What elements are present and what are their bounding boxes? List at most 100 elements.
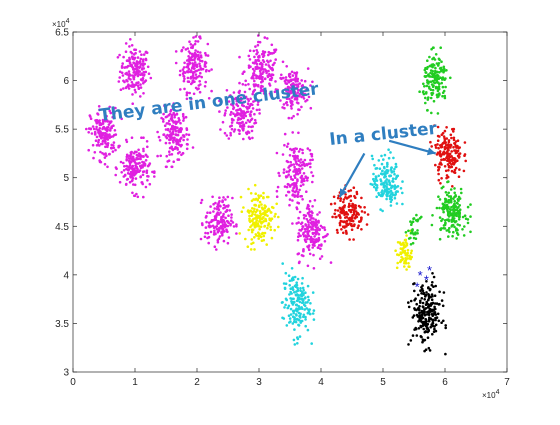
scatter-point-cluster-11 [277,226,280,229]
scatter-point-cluster-16 [444,165,447,168]
scatter-point-cluster-8 [291,149,294,152]
scatter-point-cluster-13 [285,272,288,275]
scatter-point-cluster-18 [444,198,447,201]
scatter-point-cluster-20 [429,349,432,352]
scatter-point-cluster-6 [185,116,188,119]
scatter-point-cluster-4 [242,138,245,141]
scatter-point-cluster-6 [178,128,181,131]
scatter-point-cluster-12 [394,249,397,252]
scatter-point-cluster-12 [405,234,408,237]
scatter-point-cluster-14 [376,167,379,170]
scatter-point-cluster-12 [396,267,399,270]
scatter-point-cluster-18 [453,226,456,229]
scatter-point-cluster-9 [224,224,227,227]
scatter-point-cluster-16 [443,151,446,154]
scatter-point-cluster-14 [386,165,389,168]
scatter-point-cluster-2 [262,56,265,59]
scatter-point-cluster-7 [141,181,144,184]
scatter-point-cluster-7 [139,158,142,161]
scatter-point-cluster-0 [137,69,140,72]
scatter-point-cluster-15 [337,209,340,212]
scatter-point-cluster-1 [182,46,185,49]
scatter-point-cluster-11 [268,223,271,226]
scatter-point-cluster-10 [315,233,318,236]
scatter-point-cluster-3 [296,71,299,74]
scatter-point-cluster-13 [301,301,304,304]
scatter-point-cluster-7 [146,179,149,182]
scatter-point-cluster-15 [345,232,348,235]
scatter-point-cluster-7 [120,171,123,174]
scatter-point-cluster-10 [311,246,314,249]
scatter-point-cluster-7 [141,155,144,158]
scatter-point-cluster-9 [235,232,238,235]
scatter-point-cluster-5 [104,156,107,159]
scatter-point-cluster-17 [428,56,431,59]
scatter-point-cluster-13 [302,289,305,292]
scatter-point-cluster-0 [118,80,121,83]
scatter-point-cluster-10 [311,205,314,208]
scatter-point-cluster-6 [172,160,175,163]
scatter-point-cluster-17 [439,76,442,79]
scatter-point-cluster-7 [129,162,132,165]
scatter-point-cluster-15 [361,210,364,213]
scatter-point-cluster-0 [137,72,140,75]
scatter-point-cluster-5 [98,139,101,142]
scatter-point-cluster-2 [253,56,256,59]
scatter-point-cluster-0 [139,73,142,76]
scatter-point-cluster-13 [297,298,300,301]
scatter-point-cluster-2 [262,68,265,71]
scatter-point-cluster-18 [455,237,458,240]
scatter-point-cluster-18 [464,214,467,217]
scatter-point-cluster-2 [255,49,258,52]
scatter-point-cluster-0 [134,68,137,71]
scatter-point-cluster-11 [242,206,245,209]
scatter-point-cluster-18 [452,231,455,234]
scatter-point-cluster-3 [292,74,295,77]
scatter-point-cluster-9 [227,196,230,199]
scatter-point-cluster-7 [131,136,134,139]
scatter-point-cluster-14 [377,175,380,178]
scatter-point-cluster-18 [448,220,451,223]
scatter-point-cluster-1 [194,40,197,43]
scatter-point-cluster-5 [99,127,102,130]
scatter-point-cluster-18 [454,195,457,198]
scatter-point-cluster-20 [420,336,423,339]
scatter-point-cluster-17 [430,64,433,67]
scatter-point-cluster-18 [451,235,454,238]
scatter-point-cluster-9 [210,231,213,234]
scatter-point-cluster-14 [388,188,391,191]
scatter-point-cluster-8 [290,176,293,179]
scatter-point-cluster-20 [412,334,415,337]
scatter-point-cluster-1 [205,54,208,57]
scatter-point-cluster-17 [422,83,425,86]
scatter-point-cluster-15 [339,217,342,220]
scatter-point-cluster-15 [367,213,370,216]
scatter-point-cluster-7 [153,175,156,178]
scatter-point-cluster-16 [450,137,453,140]
scatter-point-cluster-7 [149,162,152,165]
scatter-point-cluster-14 [383,167,386,170]
scatter-point-cluster-8 [298,150,301,153]
scatter-point-cluster-4 [245,131,248,134]
scatter-point-cluster-11 [254,213,257,216]
scatter-point-cluster-11 [270,211,273,214]
scatter-point-cluster-7 [133,152,136,155]
scatter-point-cluster-1 [181,49,184,52]
scatter-point-cluster-19 [416,229,419,232]
scatter-point-cluster-20 [427,336,430,339]
scatter-point-cluster-15 [339,211,342,214]
scatter-point-cluster-15 [363,206,366,209]
scatter-point-cluster-6 [162,118,165,121]
scatter-point-cluster-18 [457,210,460,213]
scatter-point-cluster-1 [193,71,196,74]
scatter-point-cluster-11 [252,229,255,232]
scatter-point-cluster-13 [284,304,287,307]
scatter-point-cluster-17 [432,89,435,92]
scatter-point-cluster-8 [283,144,286,147]
scatter-point-cluster-13 [307,299,310,302]
scatter-point-cluster-11 [250,224,253,227]
scatter-point-cluster-2 [270,79,273,82]
scatter-point-cluster-9 [228,236,231,239]
scatter-point-cluster-6 [183,117,186,120]
x-tick-label: 7 [504,377,510,388]
